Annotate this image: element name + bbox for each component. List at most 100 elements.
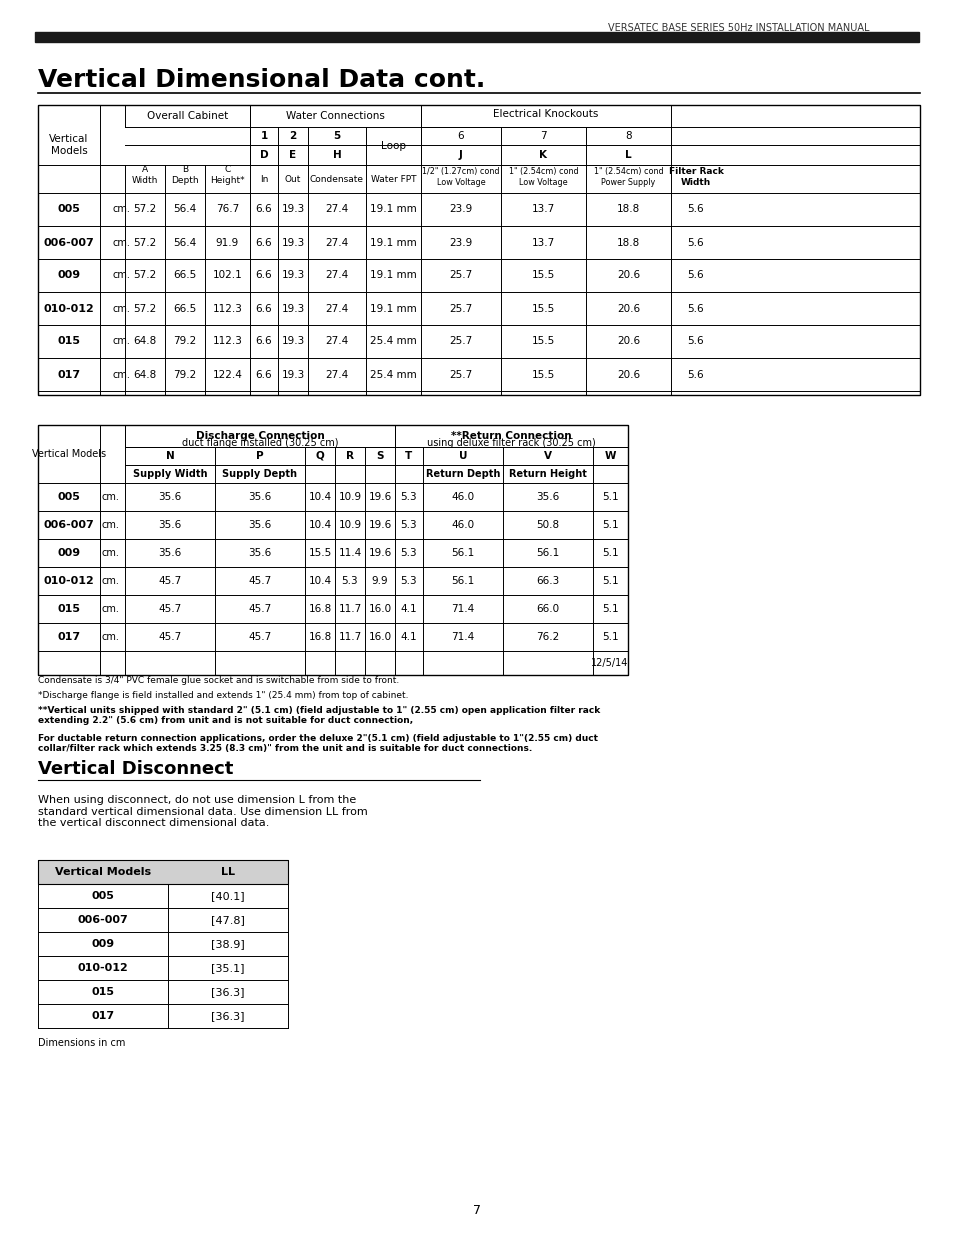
Text: B
Depth: B Depth [171, 165, 198, 185]
Text: 19.6: 19.6 [368, 548, 392, 558]
Text: Water FPT: Water FPT [371, 174, 416, 184]
Text: **Vertical units shipped with standard 2" (5.1 cm) (field adjustable to 1" (2.55: **Vertical units shipped with standard 2… [38, 706, 599, 725]
Bar [38, 425, 627, 676]
Text: 6.6: 6.6 [255, 369, 272, 379]
Text: Electrical Knockouts: Electrical Knockouts [493, 109, 598, 119]
Text: [36.3]: [36.3] [211, 1011, 245, 1021]
Text: 1/2" (1.27cm) cond
Low Voltage: 1/2" (1.27cm) cond Low Voltage [422, 167, 499, 186]
Text: D: D [259, 149, 268, 161]
Text: 20.6: 20.6 [617, 369, 639, 379]
Text: 5.6: 5.6 [687, 237, 703, 247]
Text: Out: Out [285, 174, 301, 184]
Text: 19.3: 19.3 [281, 270, 304, 280]
Text: Vertical Models: Vertical Models [31, 450, 106, 459]
Text: 5.3: 5.3 [400, 548, 416, 558]
Text: 1" (2.54cm) cond
Low Voltage: 1" (2.54cm) cond Low Voltage [508, 167, 578, 186]
Text: 005: 005 [57, 205, 80, 215]
Text: cm.: cm. [112, 336, 131, 347]
Text: 017: 017 [57, 369, 80, 379]
Text: 009: 009 [57, 270, 80, 280]
Text: 15.5: 15.5 [532, 336, 555, 347]
Text: 11.7: 11.7 [338, 632, 361, 642]
Text: 25.7: 25.7 [449, 304, 472, 314]
Text: 19.3: 19.3 [281, 304, 304, 314]
Text: 015: 015 [57, 604, 80, 614]
Text: 5.3: 5.3 [400, 492, 416, 501]
Text: 5.3: 5.3 [400, 576, 416, 585]
Bar [35, 32, 918, 42]
Text: In: In [259, 174, 268, 184]
Text: 010-012: 010-012 [44, 576, 94, 585]
Text: 76.2: 76.2 [536, 632, 559, 642]
Text: 16.0: 16.0 [368, 632, 391, 642]
Text: 10.4: 10.4 [308, 520, 332, 530]
Text: VERSATEC BASE SERIES 50Hz INSTALLATION MANUAL: VERSATEC BASE SERIES 50Hz INSTALLATION M… [608, 23, 869, 33]
Text: Filter Rack
Width: Filter Rack Width [668, 167, 722, 186]
Text: 006-007: 006-007 [77, 915, 129, 925]
Text: 25.4 mm: 25.4 mm [370, 369, 416, 379]
Text: 15.5: 15.5 [532, 369, 555, 379]
Text: 5.1: 5.1 [601, 548, 618, 558]
Text: 13.7: 13.7 [532, 205, 555, 215]
Text: 50.8: 50.8 [536, 520, 559, 530]
Text: 64.8: 64.8 [133, 336, 156, 347]
Text: 5.6: 5.6 [687, 270, 703, 280]
Text: 19.1 mm: 19.1 mm [370, 205, 416, 215]
Text: using deluxe filter rack (30.25 cm): using deluxe filter rack (30.25 cm) [427, 438, 596, 448]
Text: A
Width: A Width [132, 165, 158, 185]
Text: 56.4: 56.4 [173, 237, 196, 247]
Text: 10.4: 10.4 [308, 576, 332, 585]
Text: 006-007: 006-007 [44, 237, 94, 247]
Text: 5.3: 5.3 [341, 576, 358, 585]
Text: 11.4: 11.4 [338, 548, 361, 558]
Text: 45.7: 45.7 [158, 632, 181, 642]
Text: Loop: Loop [380, 141, 406, 151]
Text: 66.0: 66.0 [536, 604, 559, 614]
Text: 35.6: 35.6 [248, 492, 272, 501]
Text: 71.4: 71.4 [451, 632, 475, 642]
Text: 112.3: 112.3 [213, 304, 242, 314]
Text: Return Depth: Return Depth [425, 469, 499, 479]
Text: 017: 017 [57, 632, 80, 642]
Text: cm.: cm. [102, 576, 120, 585]
Text: 13.7: 13.7 [532, 237, 555, 247]
Text: 1: 1 [260, 131, 268, 141]
Text: T: T [405, 451, 413, 461]
Text: 1" (2.54cm) cond
Power Supply: 1" (2.54cm) cond Power Supply [593, 167, 662, 186]
Text: 46.0: 46.0 [451, 520, 474, 530]
Text: 27.4: 27.4 [325, 369, 348, 379]
Text: 35.6: 35.6 [158, 520, 181, 530]
Text: 15.5: 15.5 [532, 270, 555, 280]
Text: 10.9: 10.9 [338, 492, 361, 501]
Text: 71.4: 71.4 [451, 604, 475, 614]
Text: Overall Cabinet: Overall Cabinet [147, 111, 228, 121]
Text: 19.3: 19.3 [281, 336, 304, 347]
Text: Condensate: Condensate [310, 174, 364, 184]
Text: When using disconnect, do not use dimension L from the
standard vertical dimensi: When using disconnect, do not use dimens… [38, 795, 367, 829]
Text: 5.6: 5.6 [687, 336, 703, 347]
Text: 57.2: 57.2 [133, 304, 156, 314]
Text: 64.8: 64.8 [133, 369, 156, 379]
Text: 015: 015 [57, 336, 80, 347]
Text: Vertical Disconnect: Vertical Disconnect [38, 760, 233, 778]
Text: 16.8: 16.8 [308, 632, 332, 642]
Text: 25.4 mm: 25.4 mm [370, 336, 416, 347]
Text: 6.6: 6.6 [255, 336, 272, 347]
Text: 56.1: 56.1 [451, 576, 475, 585]
Text: 5.6: 5.6 [687, 304, 703, 314]
Text: Condensate is 3/4" PVC female glue socket and is switchable from side to front.: Condensate is 3/4" PVC female glue socke… [38, 676, 399, 685]
Text: 4.1: 4.1 [400, 604, 416, 614]
Text: [40.1]: [40.1] [211, 890, 245, 902]
Text: 5.1: 5.1 [601, 520, 618, 530]
Text: Discharge Connection: Discharge Connection [195, 431, 324, 441]
Text: L: L [624, 149, 631, 161]
Text: 5.1: 5.1 [601, 576, 618, 585]
Text: 45.7: 45.7 [248, 604, 272, 614]
Bar [38, 860, 288, 884]
Text: 112.3: 112.3 [213, 336, 242, 347]
Text: 102.1: 102.1 [213, 270, 242, 280]
Text: 45.7: 45.7 [158, 604, 181, 614]
Text: V: V [543, 451, 552, 461]
Text: 12/5/14: 12/5/14 [590, 658, 627, 668]
Text: 45.7: 45.7 [248, 632, 272, 642]
